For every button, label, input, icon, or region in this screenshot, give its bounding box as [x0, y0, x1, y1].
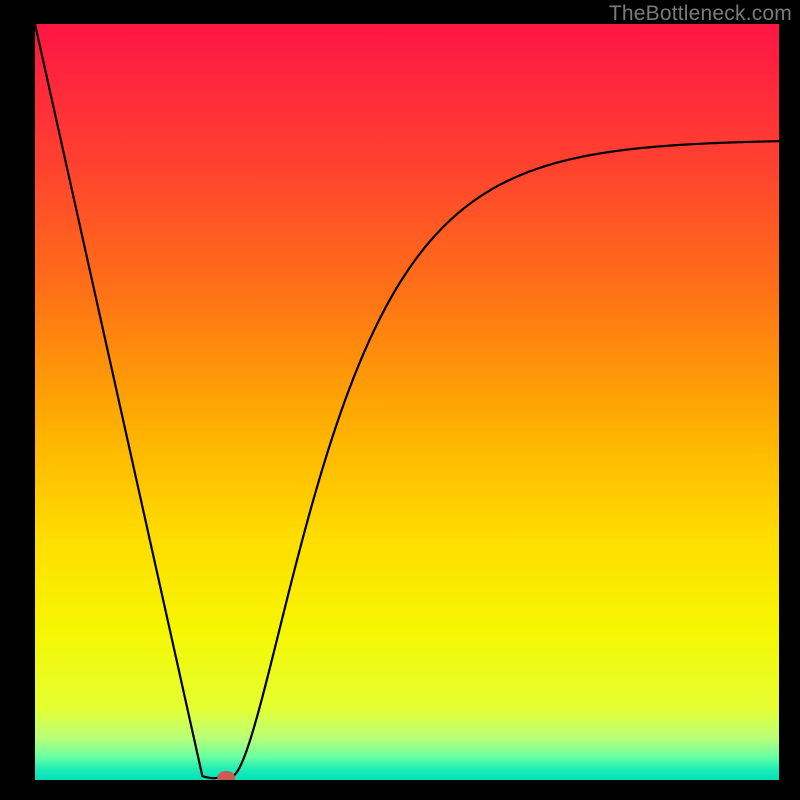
chart-plot-area: [35, 24, 779, 780]
bottleneck-curve: [35, 24, 779, 778]
bottleneck-curve-layer: [35, 24, 779, 780]
watermark-text: TheBottleneck.com: [609, 2, 792, 26]
optimum-marker: [217, 771, 235, 780]
